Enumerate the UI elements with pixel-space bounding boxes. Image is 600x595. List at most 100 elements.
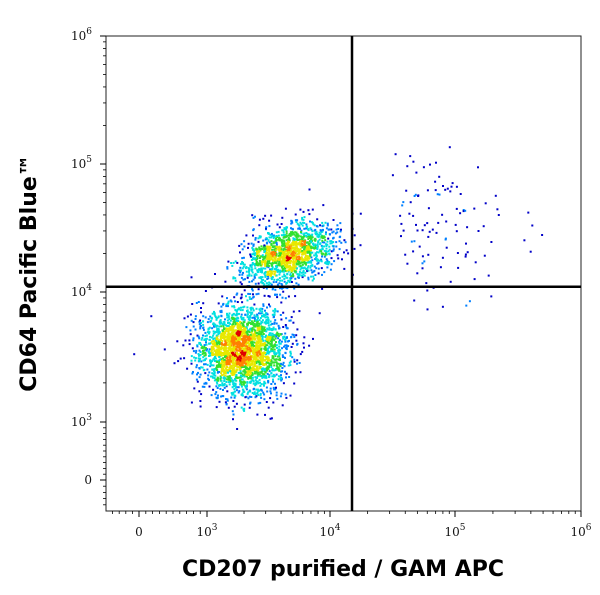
event-dot [290,253,293,256]
event-dot [204,347,207,349]
event-dot [278,237,281,240]
event-dot [232,391,235,394]
event-dot [237,336,240,339]
event-dot [257,264,260,267]
event-dot [307,276,310,279]
event-dot [318,312,321,315]
event-dot [261,254,264,257]
event-dot [410,240,413,243]
event-dot [285,265,287,268]
event-dot [251,214,254,217]
event-dot [210,394,213,397]
event-dot [423,224,426,227]
event-dot [256,380,259,383]
event-dot [305,267,307,270]
event-dot [235,348,238,351]
event-dot [270,242,273,245]
event-dot [316,251,318,254]
event-dot [279,349,282,352]
event-dot [234,357,237,360]
event-dot [459,193,462,195]
event-dot [256,313,259,316]
event-dot [267,380,270,383]
event-dot [247,318,250,321]
event-dot [208,326,211,329]
event-dot [264,270,267,273]
event-dot [212,340,215,343]
event-dot [274,245,277,248]
event-dot [278,257,281,260]
event-dot [215,378,218,381]
event-dot [281,284,284,287]
event-dot [252,263,255,266]
event-dot [249,335,251,337]
event-dot [266,361,269,364]
event-dot [189,313,192,316]
event-dot [234,363,237,366]
event-dot [194,351,197,354]
event-dot [223,352,226,355]
event-dot [232,384,235,387]
event-dot [240,318,243,321]
event-dot [328,261,331,264]
event-dot [232,392,235,395]
event-dot [298,270,301,273]
event-dot [196,380,199,383]
event-dot [220,314,223,317]
event-dot [297,227,300,230]
event-dot [279,342,282,345]
event-dot [277,234,280,237]
event-dot [267,270,270,273]
event-dot [338,240,341,243]
event-dot [236,428,239,430]
event-dot [225,342,227,345]
event-dot [262,278,265,281]
event-dot [281,267,284,270]
event-dot [195,349,198,352]
event-dot [251,355,254,358]
event-dot [215,345,218,348]
event-dot [297,248,299,251]
event-dot [223,386,226,389]
event-dot [243,327,246,330]
event-dot [249,366,252,369]
event-dot [227,371,229,374]
event-dot [334,232,337,235]
event-dot [273,388,276,391]
event-dot [305,258,308,261]
event-dot [414,193,417,196]
event-dot [261,319,264,322]
event-dot [230,340,233,343]
event-dot [490,241,493,243]
event-dot [246,392,249,395]
event-dot [272,259,274,262]
event-dot [287,345,290,348]
event-dot [308,250,311,253]
event-dot [266,337,269,339]
event-dot [264,309,266,312]
event-dot [300,237,303,240]
event-dot [264,314,267,317]
event-dot [230,332,232,335]
event-dot [305,235,308,237]
event-dot [234,354,237,357]
event-dot [277,259,280,262]
event-dot [284,370,286,373]
event-dot [227,324,230,327]
event-dot [219,377,222,380]
event-dot [276,355,279,358]
event-dot [258,254,261,257]
event-dot [311,259,314,262]
event-dot [215,391,218,394]
event-dot [279,259,282,262]
event-dot [289,264,292,267]
event-dot [303,247,306,250]
event-dot [217,359,220,362]
event-dot [283,252,286,255]
event-dot [233,296,236,299]
event-dot [197,359,200,362]
event-dot [240,385,243,388]
event-dot [269,255,272,258]
event-dot [317,267,320,270]
event-dot [274,345,277,348]
